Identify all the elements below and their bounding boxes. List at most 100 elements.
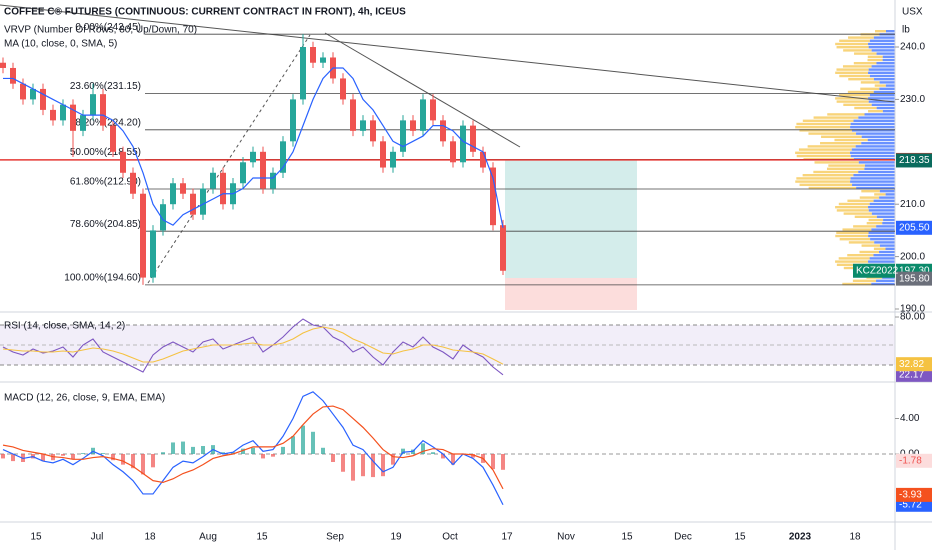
- vp-bar: [843, 103, 872, 106]
- price-tag: [896, 271, 932, 286]
- histogram-bar: [1, 453, 5, 459]
- y-tick-label: 190.0: [900, 304, 925, 315]
- vp-bar: [855, 145, 895, 148]
- target-zone: [505, 160, 637, 278]
- vp-bar: [860, 81, 880, 84]
- candle-body: [150, 230, 156, 278]
- vp-bar: [869, 74, 895, 78]
- y-tick-label: 230.0: [900, 94, 925, 105]
- vp-bar: [879, 81, 895, 84]
- indicator-label: VRVP (Number Of Rows, 80, Up/Down, 70): [4, 25, 197, 36]
- vp-bar: [868, 234, 895, 238]
- vp-bar: [814, 161, 859, 164]
- candle-body: [210, 172, 216, 189]
- vp-bar: [864, 164, 895, 167]
- candle-body: [380, 141, 386, 168]
- vp-bar: [873, 36, 895, 39]
- x-tick-label: Aug: [199, 532, 217, 543]
- vp-bar: [874, 84, 886, 87]
- trendline: [324, 32, 521, 148]
- vp-bar: [860, 87, 880, 90]
- vp-bar: [853, 174, 895, 177]
- vp-bar: [799, 183, 853, 186]
- vp-bar: [882, 58, 895, 62]
- price-tag-label: 195.80: [899, 273, 930, 284]
- vp-bar: [850, 151, 895, 154]
- vp-bar: [813, 170, 859, 174]
- histogram-bar: [201, 446, 205, 454]
- vp-bar: [861, 142, 895, 145]
- histogram-bar: [71, 453, 75, 460]
- vp-bar: [861, 244, 880, 247]
- vp-bar: [850, 126, 895, 129]
- vp-bar: [866, 222, 883, 225]
- vp-bar: [873, 247, 886, 250]
- x-tick-label: 17: [501, 532, 513, 543]
- unit-label: lb: [902, 25, 910, 36]
- vp-bar: [871, 212, 895, 215]
- histogram-bar: [191, 446, 195, 454]
- vp-bar: [834, 138, 868, 142]
- vp-bar: [795, 126, 851, 129]
- histogram-bar: [331, 453, 335, 462]
- x-tick-label: 15: [734, 532, 746, 543]
- histogram-bar: [261, 453, 265, 459]
- vp-bar: [835, 97, 869, 100]
- histogram-bar: [271, 453, 275, 457]
- candle-body: [100, 94, 106, 126]
- vp-bar: [858, 116, 895, 119]
- candle-body: [490, 167, 496, 226]
- vp-bar: [868, 100, 895, 103]
- x-tick-label: 15: [256, 532, 268, 543]
- candle-body: [260, 151, 266, 189]
- vp-bar: [802, 119, 854, 122]
- vp-bar: [858, 170, 895, 174]
- candle-body: [20, 83, 26, 100]
- vp-bar: [838, 257, 870, 260]
- candle-body: [120, 151, 126, 173]
- vp-bar: [882, 222, 895, 225]
- stop-zone: [505, 278, 637, 310]
- vp-bar: [869, 94, 895, 97]
- vp-bar: [885, 193, 895, 196]
- vp-bar: [835, 42, 869, 46]
- x-tick-label: 19: [390, 532, 402, 543]
- histogram-bar: [131, 453, 135, 469]
- histogram-bar: [11, 453, 15, 462]
- vp-bar: [847, 90, 874, 94]
- vp-bar: [843, 49, 872, 52]
- vp-bar: [876, 215, 895, 218]
- histogram-bar: [81, 453, 85, 454]
- candle-body: [200, 188, 206, 215]
- vp-bar: [885, 247, 895, 250]
- x-tick-label: 2023: [789, 532, 812, 543]
- price-tag-label: -1.78: [899, 455, 922, 466]
- fib-trend: [147, 34, 311, 284]
- vp-bar: [813, 116, 859, 119]
- rsi-line: [2, 326, 504, 365]
- price-tag-label: -3.93: [899, 490, 922, 501]
- vp-bar: [885, 84, 895, 87]
- candle-body: [430, 99, 436, 121]
- histogram-bar: [111, 453, 115, 461]
- rsi-title: RSI (14, close, SMA, 14, 2): [4, 321, 125, 332]
- rsi-line: [2, 318, 504, 376]
- candle-body: [410, 120, 416, 131]
- unit-label: USX: [902, 7, 923, 18]
- candle-body: [480, 151, 486, 168]
- price-tag-label: 22.17: [899, 369, 924, 380]
- vp-bar: [796, 177, 851, 180]
- price-tag-label: -5.72: [899, 499, 922, 510]
- histogram-bar: [311, 431, 315, 454]
- candle-body: [250, 151, 256, 163]
- vp-bar: [873, 90, 895, 94]
- x-tick-label: Nov: [557, 532, 575, 543]
- vp-bar: [869, 257, 895, 260]
- vp-bar: [835, 234, 869, 238]
- candle-body: [10, 67, 16, 84]
- vp-bar: [867, 138, 895, 142]
- histogram-bar: [491, 453, 495, 470]
- vp-bar: [859, 250, 880, 254]
- histogram-bar: [121, 453, 125, 465]
- vp-bar: [821, 135, 862, 138]
